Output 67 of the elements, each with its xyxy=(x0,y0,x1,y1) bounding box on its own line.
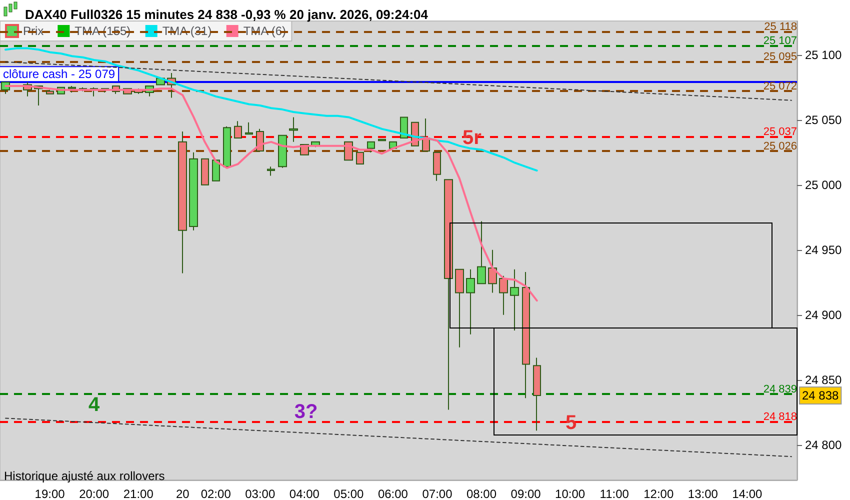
x-tick-label: 21:00 xyxy=(123,487,154,500)
x-tick-label: 12:00 xyxy=(644,487,674,500)
annotation: Historique ajusté aux rollovers xyxy=(4,469,165,483)
chart-title: DAX40 Full0326 15 minutes 24 838 -0,93 % 20 janv. 2026, 09:24:04 xyxy=(25,7,429,22)
candlestick xyxy=(510,268,519,331)
ref-line-label: 25 095 xyxy=(763,50,797,63)
candlestick xyxy=(378,138,386,142)
candlestick xyxy=(234,120,242,139)
ref-line-label: 24 818 xyxy=(763,410,797,423)
candlestick xyxy=(212,160,220,182)
annotation: 5 xyxy=(565,412,577,434)
x-tick-label: 19:00 xyxy=(34,487,66,500)
candlestick xyxy=(466,268,475,335)
x-tick-label: 04:00 xyxy=(289,487,320,500)
y-tick-label: 24 900 xyxy=(805,308,842,322)
ref-line-label: 25 026 xyxy=(763,140,797,153)
x-tick-label: 03:00 xyxy=(245,487,276,500)
candlestick xyxy=(522,271,530,399)
ref-line-label: 24 839 xyxy=(763,384,797,396)
candlestick xyxy=(455,268,464,348)
y-tick-label: 24 800 xyxy=(805,438,842,452)
candlestick xyxy=(422,118,430,152)
x-tick-label: 08:00 xyxy=(466,487,497,500)
line-series xyxy=(4,47,538,172)
x-tick-label: 13:00 xyxy=(688,487,718,500)
candlestick xyxy=(488,249,497,294)
y-tick-label: 25 100 xyxy=(805,48,842,62)
y-tick-label: 24 950 xyxy=(805,242,842,257)
candlestick xyxy=(533,357,541,432)
x-tick-label: 14:00 xyxy=(732,487,763,500)
candlestick xyxy=(433,152,441,182)
candlestick xyxy=(201,158,209,186)
x-tick-label: 02:00 xyxy=(200,487,232,500)
x-tick-label: 06:00 xyxy=(378,487,408,500)
candlestick xyxy=(68,86,76,94)
x-tick-label: 10:00 xyxy=(555,487,586,500)
candlestick xyxy=(367,141,375,153)
y-tick-label: 25 000 xyxy=(805,178,842,192)
annotation: 24 838 xyxy=(802,388,840,402)
x-tick-label: 05:00 xyxy=(334,487,364,500)
ref-line-label: clôture cash - 25 079 xyxy=(3,67,116,82)
candlestick xyxy=(289,116,298,142)
y-tick-label: 25 050 xyxy=(805,112,842,127)
x-tick-label: 20 xyxy=(176,487,190,500)
candlestick xyxy=(245,122,253,135)
annotation: 4 xyxy=(88,394,100,416)
candlestick xyxy=(477,220,486,284)
ref-line-label: 25 037 xyxy=(763,126,797,138)
line-series xyxy=(4,85,538,302)
y-tick-label: 24 850 xyxy=(805,372,842,387)
candlestick xyxy=(189,152,198,231)
ref-line-label: 25 107 xyxy=(763,35,797,48)
x-tick-label: 07:00 xyxy=(422,487,453,500)
candlestick xyxy=(278,134,287,168)
annotation: 3? xyxy=(294,401,318,423)
candlestick xyxy=(444,179,453,410)
ref-line-label: 25 072 xyxy=(763,80,797,93)
candlestick xyxy=(178,131,187,274)
candlestick xyxy=(46,89,54,94)
candlestick xyxy=(499,275,508,316)
ref-line-label: 25 118 xyxy=(764,20,797,33)
x-tick-label: 11:00 xyxy=(600,487,630,500)
candlestick xyxy=(223,126,231,168)
x-tick-label: 20:00 xyxy=(79,487,110,500)
x-tick-label: 09:00 xyxy=(510,487,542,500)
candlestick xyxy=(356,152,364,165)
candlestick xyxy=(267,166,275,176)
